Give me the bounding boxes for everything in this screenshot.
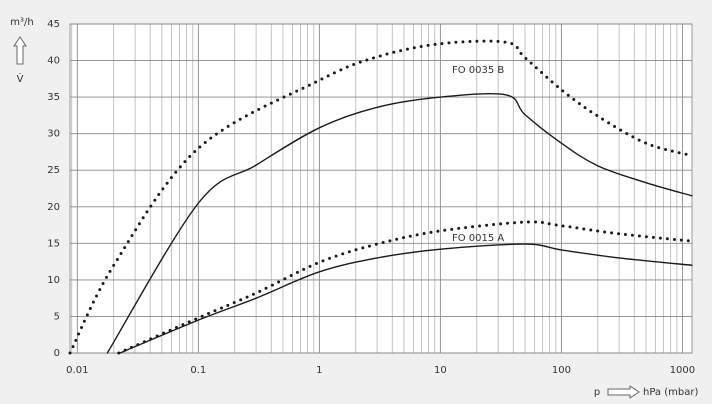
y-tick-label: 35	[47, 92, 60, 103]
x-tick-label: 0.1	[190, 365, 206, 376]
x-arrow	[607, 385, 640, 399]
y-tick-label: 5	[54, 311, 60, 322]
y-tick-label: 0	[54, 348, 60, 359]
x-tick-label: 0.01	[66, 365, 88, 376]
x-tick-label: 1	[316, 365, 322, 376]
dotted-line	[68, 39, 694, 355]
solid-line	[106, 93, 693, 354]
y-tick-label: 15	[47, 238, 60, 249]
y-tick-label: 40	[47, 56, 60, 67]
annotation: FO 0015 A	[452, 233, 504, 244]
y-tick-label: 30	[47, 129, 60, 140]
x-unit: hPa (mbar)	[643, 387, 698, 398]
dotted-line	[117, 220, 694, 355]
y-unit: m³/h	[10, 17, 33, 28]
y-tick-label: 20	[47, 202, 60, 213]
x-symbol: p	[594, 387, 600, 398]
y-tick-label: 45	[47, 19, 60, 30]
x-tick-label: 1000	[670, 365, 695, 376]
plot-area	[69, 23, 693, 354]
annotation: FO 0035 B	[452, 65, 504, 76]
y-tick-label: 25	[47, 165, 60, 176]
y-tick-label: 10	[47, 275, 60, 286]
x-tick-label: 10	[434, 365, 447, 376]
x-tick-label: 100	[552, 365, 571, 376]
y-arrow	[13, 36, 27, 65]
solid-line	[119, 243, 693, 354]
y-symbol: V̇	[17, 72, 24, 85]
